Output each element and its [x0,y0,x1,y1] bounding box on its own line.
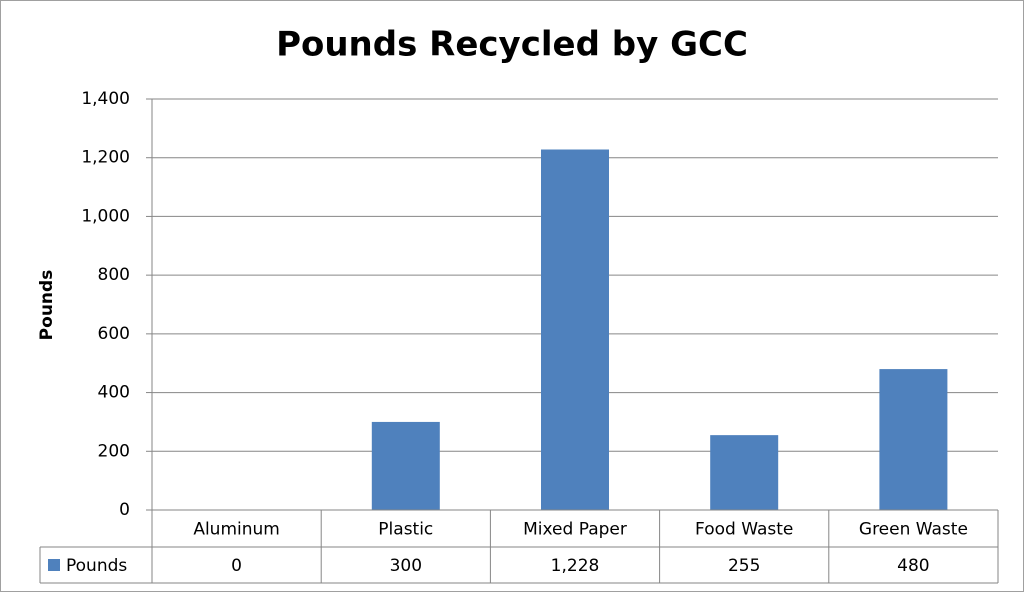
y-axis-label: Pounds [37,270,57,341]
bar [879,369,948,510]
y-tick-label: 1,200 [81,148,130,168]
x-tick-label: Food Waste [695,520,793,540]
y-tick-label: 0 [119,500,130,520]
y-tick-label: 1,000 [81,206,130,226]
table-value: 300 [390,556,422,576]
y-tick-label: 200 [98,441,130,461]
y-tick-label: 800 [98,265,130,285]
legend-key [48,559,60,571]
x-tick-label: Mixed Paper [523,520,627,540]
x-tick-label: Plastic [378,520,433,540]
table-value: 0 [231,556,242,576]
y-tick-label: 600 [98,324,130,344]
table-value: 480 [897,556,929,576]
table-value: 1,228 [551,556,600,576]
y-tick-label: 400 [98,383,130,403]
bar [710,435,779,510]
table-value: 255 [728,556,760,576]
bar [541,149,609,510]
x-tick-label: Green Waste [859,520,968,540]
y-tick-label: 1,400 [81,89,130,109]
chart-title: Pounds Recycled by GCC [276,25,748,65]
legend-label: Pounds [66,556,127,576]
x-tick-label: Aluminum [193,520,280,540]
bar [371,421,440,510]
